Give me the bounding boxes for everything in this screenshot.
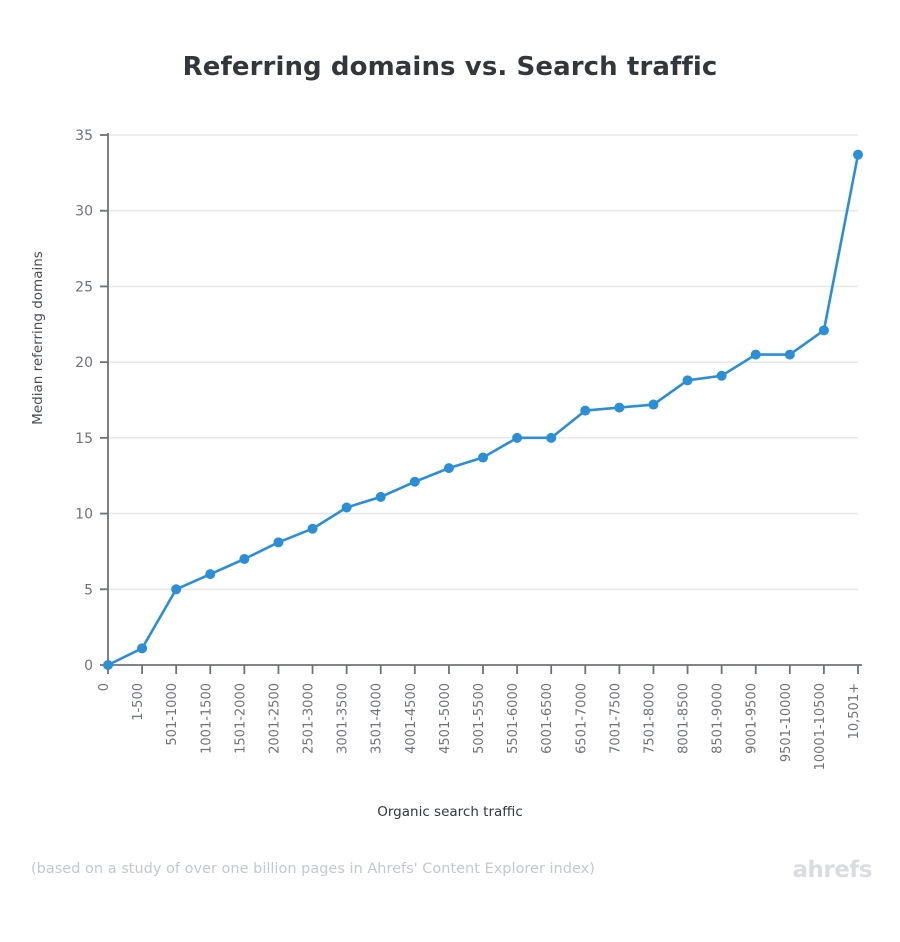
x-tick-label: 6001-6500 — [540, 683, 555, 754]
series-line — [106, 153, 860, 667]
y-tick-label: 25 — [75, 279, 93, 295]
x-tick-label: 0 — [97, 683, 112, 691]
x-tick-label: 1501-2000 — [233, 683, 248, 754]
x-tick-group: 0 1-500 501-1000 1001-1500 1501-2000 2001-250… — [97, 665, 862, 770]
data-point-marker[interactable] — [375, 491, 386, 502]
data-point-marker[interactable] — [409, 476, 420, 487]
data-point-marker[interactable] — [716, 370, 727, 381]
x-tick-label: 2001-2500 — [267, 683, 282, 754]
x-tick-label: 10001-10500 — [813, 683, 828, 770]
x-tick-label: 10,501+ — [847, 683, 862, 739]
x-tick-label: 9501-10000 — [779, 683, 794, 762]
axes-group — [107, 133, 862, 666]
x-tick-label: 2501-3000 — [302, 683, 317, 754]
x-tick-label: 6501-7000 — [574, 683, 589, 754]
data-point-marker[interactable] — [580, 405, 591, 416]
data-point-marker[interactable] — [137, 643, 148, 654]
data-point-marker[interactable] — [478, 452, 488, 463]
chart-title: Referring domains vs. Search traffic — [182, 52, 718, 82]
data-point-marker[interactable] — [682, 375, 693, 386]
y-tick-label: 5 — [84, 582, 93, 598]
data-point-marker[interactable] — [205, 569, 216, 580]
x-tick-label: 9001-9500 — [745, 683, 760, 754]
y-tick-label: 20 — [75, 355, 93, 371]
chart-footnote: (based on a study of over one billion pa… — [31, 861, 595, 877]
data-series-group — [106, 153, 860, 667]
y-tick-label: 15 — [75, 431, 93, 447]
data-markers-group — [103, 149, 863, 670]
data-point-marker[interactable] — [273, 537, 284, 548]
data-point-marker[interactable] — [341, 502, 352, 513]
data-point-marker[interactable] — [614, 402, 625, 413]
x-tick-label: 4001-4500 — [404, 683, 419, 754]
x-tick-label: 7001-7500 — [608, 683, 623, 754]
y-tick-group: 0 5 10 15 20 25 30 35 — [75, 128, 108, 674]
data-point-marker[interactable] — [512, 432, 523, 443]
y-axis-label: Median referring domains — [30, 251, 46, 425]
gridlines-group — [108, 134, 858, 591]
data-point-marker[interactable] — [171, 584, 182, 595]
x-tick-label: 8001-8500 — [677, 683, 692, 754]
y-tick-label: 35 — [75, 128, 93, 144]
x-tick-label: 4501-5000 — [438, 683, 453, 754]
data-point-marker[interactable] — [853, 149, 863, 160]
x-axis-label: Organic search traffic — [377, 804, 523, 820]
x-tick-label: 5001-5500 — [472, 683, 487, 754]
data-point-marker[interactable] — [784, 349, 795, 360]
data-point-marker[interactable] — [648, 399, 659, 410]
ahrefs-logo: ahrefs — [792, 857, 872, 883]
x-tick-label: 3001-3500 — [336, 683, 351, 754]
x-tick-label: 1001-1500 — [199, 683, 214, 754]
y-tick-label: 30 — [75, 204, 93, 220]
y-tick-label: 0 — [84, 658, 93, 674]
x-tick-label: 501-1000 — [165, 683, 180, 746]
data-point-marker[interactable] — [103, 660, 113, 670]
data-point-marker[interactable] — [239, 554, 250, 564]
data-point-marker[interactable] — [546, 432, 557, 443]
data-point-marker[interactable] — [443, 463, 454, 474]
data-point-marker[interactable] — [307, 523, 318, 534]
x-tick-label: 1-500 — [131, 683, 146, 721]
data-point-marker[interactable] — [818, 325, 829, 336]
data-point-marker[interactable] — [750, 349, 761, 360]
y-tick-label: 10 — [75, 507, 93, 523]
x-tick-label: 3501-4000 — [370, 683, 385, 754]
x-tick-label: 7501-8000 — [642, 683, 657, 754]
x-tick-label: 8501-9000 — [711, 683, 726, 754]
x-tick-label: 5501-6000 — [506, 683, 521, 754]
